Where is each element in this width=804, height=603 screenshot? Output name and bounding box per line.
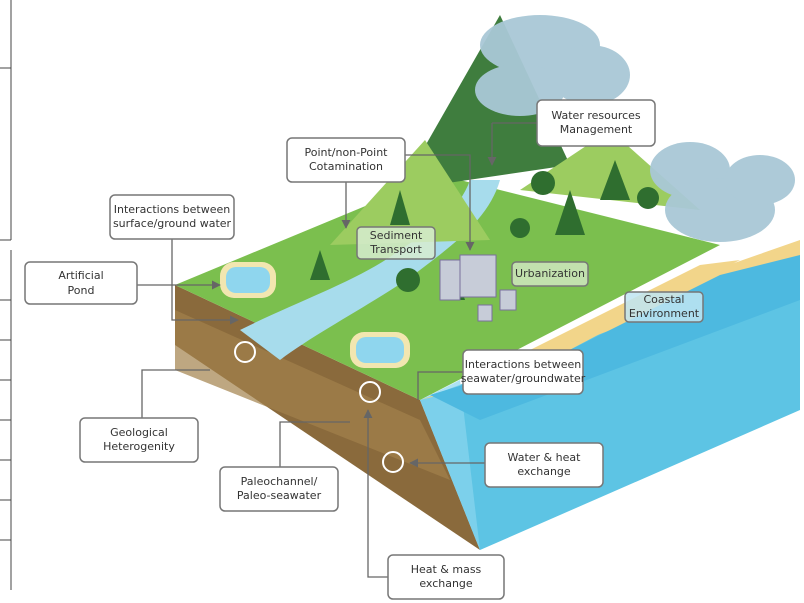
node-label: exchange bbox=[419, 577, 473, 590]
node-label: surface/ground water bbox=[113, 217, 232, 230]
node-label: Management bbox=[560, 123, 633, 136]
node-label: Interactions between bbox=[465, 358, 582, 371]
diagram: Water resources Management Point/non-Poi… bbox=[0, 0, 804, 603]
node-label: Environment bbox=[629, 307, 700, 320]
node-label: exchange bbox=[517, 465, 571, 478]
cropped-edge bbox=[0, 0, 11, 590]
node-label: Paleochannel/ bbox=[241, 475, 318, 488]
node-label: Cotamination bbox=[309, 160, 383, 173]
node-label: Paleo-seawater bbox=[237, 489, 322, 502]
node-label: Interactions between bbox=[114, 203, 231, 216]
node-label: Coastal bbox=[644, 293, 685, 306]
node-label: Water & heat bbox=[508, 451, 582, 464]
node-label: seawater/groundwater bbox=[461, 372, 586, 385]
node-label: Heat & mass bbox=[411, 563, 482, 576]
node-label: Water resources bbox=[551, 109, 641, 122]
node-label: Heterogenity bbox=[103, 440, 175, 453]
node-label: Transport bbox=[369, 243, 422, 256]
node-label: Urbanization bbox=[515, 267, 585, 280]
node-label: Sediment bbox=[370, 229, 423, 242]
node-label: Artificial bbox=[58, 269, 103, 282]
node-label: Point/non-Point bbox=[305, 146, 389, 159]
node-label: Pond bbox=[68, 284, 95, 297]
node-label: Geological bbox=[110, 426, 168, 439]
